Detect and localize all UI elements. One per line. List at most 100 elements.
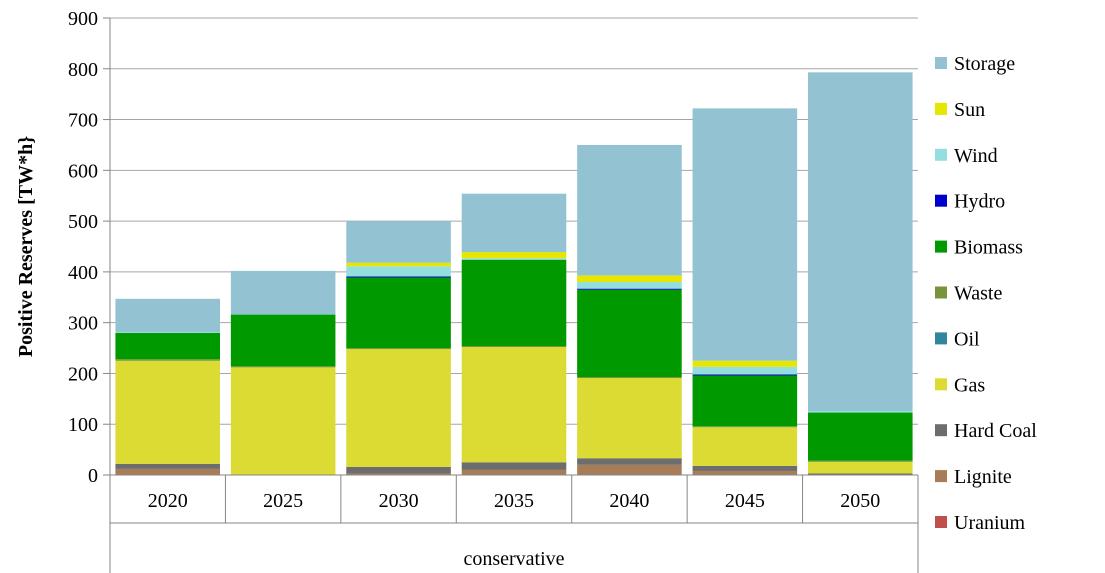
legend-label: Gas: [954, 374, 985, 396]
bar-segment-storage: [807, 72, 913, 412]
y-tick-label: 700: [68, 110, 98, 132]
bar-segment-sun: [692, 360, 798, 367]
bar-segment-lignite: [346, 473, 451, 475]
bar-segment-biomass: [807, 412, 913, 461]
legend: Storage Sun Wind Hydro Biomass Waste Oil Gas Har…: [935, 53, 1037, 534]
bar-segment-biomass: [115, 332, 221, 360]
bar-segment-wind: [461, 258, 567, 260]
bar-segment-hard-coal: [692, 465, 798, 471]
legend-swatch: [935, 148, 947, 161]
legend-label: Lignite: [954, 466, 1012, 488]
bar-segment-waste: [115, 359, 221, 361]
legend-swatch: [935, 57, 947, 69]
legend-swatch: [935, 424, 947, 437]
legend-label: Waste: [954, 283, 1002, 305]
y-tick-label: 400: [68, 262, 98, 284]
axes: [109, 18, 919, 573]
group-label: conservative: [463, 548, 564, 570]
legend-label: Sun: [954, 99, 985, 121]
bar-segment-gas: [692, 427, 798, 466]
y-tick-label: 500: [68, 211, 98, 233]
bar-segment-wind: [230, 314, 336, 315]
legend-label: Uranium: [954, 512, 1026, 534]
x-category-label: 2050: [840, 490, 880, 512]
bar-segment-gas: [115, 360, 221, 464]
bar-segment-sun: [577, 275, 682, 283]
bar-segment-gas: [577, 378, 682, 459]
legend-swatch: [935, 102, 947, 115]
bar-segment-hydro: [577, 288, 682, 290]
bar-segment-waste: [577, 376, 682, 379]
bar-segment-biomass: [577, 289, 682, 377]
bar-segment-hard-coal: [346, 466, 451, 474]
bar-segment-waste: [230, 366, 336, 368]
y-tick-label: 600: [68, 160, 98, 182]
bar-segment-storage: [461, 193, 567, 253]
bar-segment-gas: [230, 367, 336, 475]
bar-segment-wind: [692, 366, 798, 375]
legend-label: Hard Coal: [954, 420, 1037, 442]
bar-segment-hard-coal: [577, 458, 682, 465]
bar-segment-sun: [461, 252, 567, 259]
legend-swatch: [935, 516, 947, 528]
x-category-label: 2025: [263, 490, 303, 512]
x-category-labels: 2020 2025 2030 2035 2040 2045 2050: [148, 490, 881, 512]
legend-label: Wind: [954, 145, 998, 167]
legend-label: Hydro: [954, 191, 1005, 213]
bar-segment-storage: [577, 144, 682, 276]
legend-swatch: [935, 378, 947, 391]
x-category-label: 2030: [379, 490, 419, 512]
bar-segment-waste: [346, 348, 451, 350]
x-category-label: 2040: [609, 490, 649, 512]
bar-segment-storage: [115, 298, 221, 333]
bar-segment-hard-coal: [461, 462, 567, 470]
y-tick-label: 200: [68, 363, 98, 385]
bar-segment-storage: [692, 108, 798, 361]
y-tick-label: 800: [68, 59, 98, 81]
bar-segment-waste: [807, 460, 913, 462]
bar-segment-biomass: [230, 314, 336, 367]
bar-segment-gas: [346, 349, 451, 467]
bar-segment-gas: [461, 347, 567, 463]
bar-segment-waste: [692, 426, 798, 428]
bar-segment-wind: [577, 282, 682, 289]
legend-swatch: [935, 332, 947, 345]
bar-segment-storage: [230, 270, 336, 315]
bar-segment-lignite: [692, 470, 798, 475]
bar-segment-hard-coal: [807, 473, 913, 475]
y-tick-label: 0: [88, 465, 98, 487]
bar-segment-hydro: [346, 276, 451, 278]
bar-segment-biomass: [346, 277, 451, 349]
y-tick-label: 100: [68, 414, 98, 436]
legend-label: Biomass: [954, 237, 1023, 259]
bar-segment-biomass: [461, 259, 567, 347]
legend-swatch: [935, 240, 947, 253]
bars: [115, 72, 913, 475]
bar-segment-hydro: [692, 374, 798, 376]
bar-segment-storage: [346, 221, 451, 263]
bar-segment-wind: [115, 332, 221, 333]
bar-segment-wind: [346, 266, 451, 277]
bar-segment-biomass: [692, 375, 798, 427]
bar-segment-lignite: [115, 468, 221, 475]
x-category-label: 2045: [725, 490, 765, 512]
legend-label: Oil: [954, 328, 980, 350]
bar-segment-waste: [461, 346, 567, 348]
legend-swatch: [935, 470, 947, 483]
legend-swatch: [935, 194, 947, 207]
y-tick-label: 900: [68, 8, 98, 30]
bar-segment-lignite: [461, 469, 567, 475]
bar-segment-lignite: [577, 464, 682, 475]
bar-segment-wind: [807, 411, 913, 413]
legend-label: Storage: [954, 53, 1015, 75]
y-tick-label: 300: [68, 313, 98, 335]
bar-segment-sun: [346, 262, 451, 267]
legend-swatch: [935, 286, 947, 299]
x-category-label: 2020: [148, 490, 188, 512]
x-category-label: 2035: [494, 490, 534, 512]
bar-segment-hard-coal: [115, 463, 221, 469]
y-axis-title: Positive Reserves [TW*h}: [15, 136, 37, 357]
bar-segment-gas: [807, 461, 913, 474]
y-tick-labels: 0 100 200 300 400 500 600 700 800 900: [68, 8, 110, 487]
